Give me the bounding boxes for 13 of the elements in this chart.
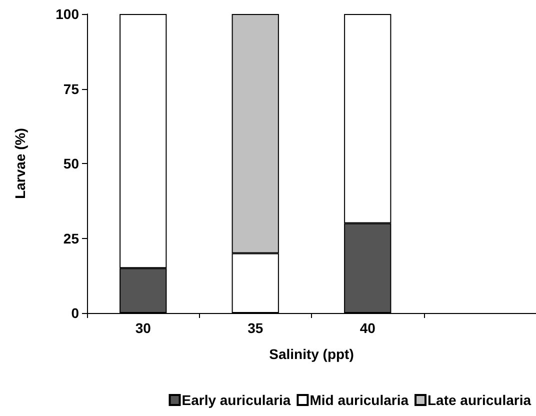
x-tick-label: 40 [360,320,376,336]
x-axis-title: Salinity (ppt) [269,346,354,362]
legend-label: Mid auricularia [310,392,409,408]
legend-label: Late auricularia [428,392,532,408]
x-tick-label: 35 [248,320,264,336]
y-tick-label: 100 [56,6,80,22]
y-tick-label: 25 [63,230,80,246]
x-tick-label: 30 [135,320,152,336]
legend-label: Early auricularia [182,392,291,408]
y-tick-label: 0 [71,305,80,321]
y-tick-label: 75 [63,80,80,97]
y-axis-title: Larvae (%) [12,128,28,199]
y-tick-label: 50 [63,156,80,172]
